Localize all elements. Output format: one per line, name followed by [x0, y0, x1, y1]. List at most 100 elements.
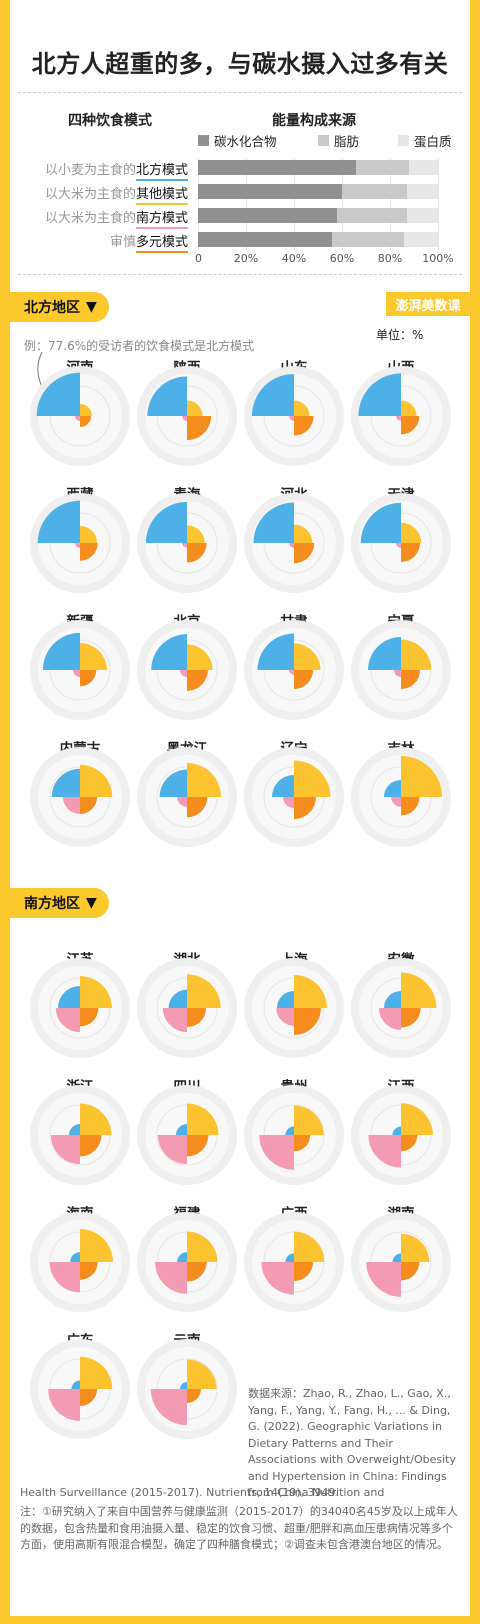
- province-polar-chart: [351, 1212, 451, 1312]
- sector-diverse: [187, 1262, 207, 1282]
- sector-south: [49, 1262, 80, 1293]
- region-south-label: 南方地区 ▼: [10, 888, 109, 918]
- gridline: [246, 158, 247, 250]
- sector-north: [251, 373, 294, 416]
- province-polar-chart: [30, 747, 130, 847]
- sector-diverse: [80, 670, 97, 687]
- category-prefix: 以大米为主食的: [44, 187, 136, 202]
- sector-north: [383, 990, 401, 1008]
- sector-north: [367, 636, 401, 670]
- stacked-bar: [198, 208, 438, 223]
- sector-diverse: [401, 1008, 421, 1028]
- bar-category-label: 以大米为主食的南方模式: [44, 207, 188, 229]
- category-prefix: 以大米为主食的: [44, 211, 136, 226]
- sector-south: [391, 797, 401, 807]
- sector-other: [401, 1233, 430, 1262]
- bar-segment-protein: [406, 184, 438, 199]
- gridline: [294, 158, 295, 250]
- category-mode: 多元模式: [135, 235, 188, 253]
- sector-other: [401, 639, 432, 670]
- legend-label: 碳水化合物: [214, 134, 277, 149]
- sector-diverse: [294, 797, 317, 820]
- sector-north: [392, 1253, 401, 1262]
- legend-item: 碳水化合物: [198, 131, 277, 150]
- province-polar-chart: [244, 1212, 344, 1312]
- patterns-header: 四种饮食模式: [68, 113, 152, 129]
- x-tick-label: 20%: [233, 252, 259, 265]
- sector-north: [37, 500, 80, 543]
- sector-diverse: [80, 1262, 98, 1280]
- sector-other: [80, 643, 107, 670]
- province-polar-chart: [30, 958, 130, 1058]
- divider: [18, 92, 462, 93]
- sector-diverse: [187, 797, 208, 818]
- bar-segment-carb: [198, 232, 333, 247]
- region-north-label: 北方地区 ▼: [10, 292, 109, 322]
- bar-category-label: 审慎多元模式: [109, 231, 188, 253]
- sector-south: [289, 543, 294, 548]
- sector-other: [294, 1231, 325, 1262]
- sector-south: [378, 1008, 401, 1031]
- sector-other: [187, 1103, 219, 1135]
- sector-north: [70, 1252, 80, 1262]
- sector-south: [75, 543, 80, 548]
- sector-diverse: [294, 543, 315, 564]
- province-polar-chart: [351, 366, 451, 466]
- sector-south: [75, 416, 80, 421]
- bar-segment-fat: [337, 208, 407, 223]
- sector-other: [187, 644, 213, 670]
- sector-south: [261, 1262, 294, 1295]
- sector-north: [276, 990, 294, 1008]
- sector-other: [401, 972, 437, 1008]
- category-mode: 其他模式: [135, 187, 188, 205]
- sector-north: [151, 634, 187, 670]
- sector-other: [80, 403, 93, 416]
- sector-south: [289, 670, 294, 675]
- category-mode: 北方模式: [135, 163, 188, 181]
- x-tick-label: 60%: [329, 252, 355, 265]
- energy-header: 能量构成来源: [272, 113, 356, 129]
- sector-north: [145, 501, 187, 543]
- sector-south: [282, 797, 294, 809]
- sector-north: [36, 372, 80, 416]
- category-prefix: 审慎: [109, 235, 136, 250]
- sector-south: [180, 670, 187, 677]
- sector-north: [177, 1252, 187, 1262]
- page-title: 北方人超重的多，与碳水摄入过多有关: [31, 50, 449, 78]
- province-polar-chart: [137, 366, 237, 466]
- sector-diverse: [401, 543, 421, 563]
- divider: [18, 274, 462, 275]
- category-mode: 南方模式: [135, 211, 188, 229]
- legend-swatch: [198, 135, 209, 146]
- sector-south: [155, 1262, 187, 1294]
- sector-other: [401, 400, 417, 416]
- sector-south: [396, 416, 401, 421]
- sector-south: [177, 797, 187, 807]
- legend-item: 蛋白质: [398, 131, 452, 150]
- sector-other: [294, 643, 321, 670]
- sector-diverse: [187, 1135, 209, 1157]
- sector-north: [285, 1253, 294, 1262]
- province-polar-chart: [244, 366, 344, 466]
- sector-diverse: [80, 416, 92, 428]
- sector-north: [71, 1380, 80, 1389]
- sector-other: [294, 524, 313, 543]
- sector-diverse: [294, 670, 314, 690]
- gridline: [342, 158, 343, 250]
- sector-north: [392, 1126, 401, 1135]
- sector-south: [182, 416, 187, 421]
- sector-diverse: [187, 416, 212, 441]
- bar-segment-protein: [406, 208, 438, 223]
- sector-north: [175, 1123, 187, 1135]
- example-note: 例：77.6%的受访者的饮食模式是北方模式: [24, 339, 255, 353]
- source-text: 数据来源：Zhao, R., Zhao, L., Gao, X., Yang, …: [248, 1387, 456, 1499]
- sector-north: [358, 373, 401, 416]
- sector-other: [401, 522, 422, 543]
- sector-other: [80, 764, 113, 797]
- note-text: 注：①研究纳入了来自中国营养与健康监测（2015-2017）的34040名45岁…: [20, 1505, 458, 1551]
- sector-south: [259, 1135, 294, 1170]
- unit-label: 单位：%: [376, 328, 424, 342]
- sector-diverse: [80, 1389, 98, 1407]
- province-polar-chart: [30, 366, 130, 466]
- bar-segment-carb: [198, 184, 342, 199]
